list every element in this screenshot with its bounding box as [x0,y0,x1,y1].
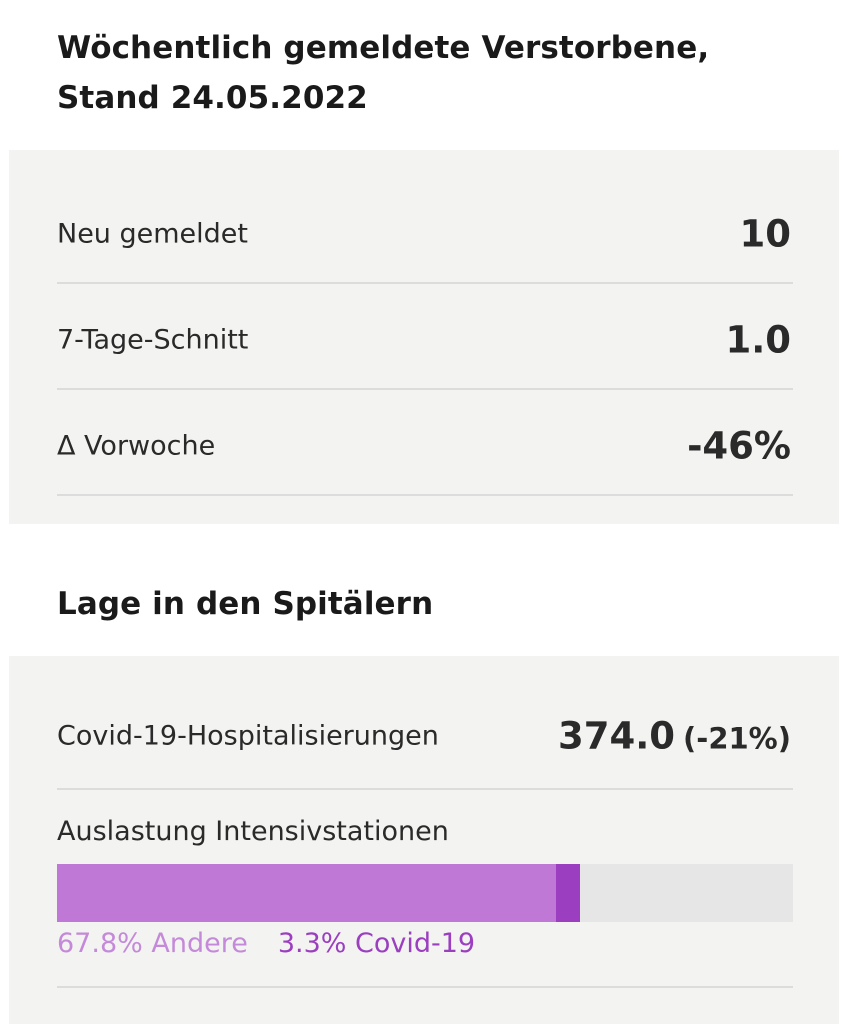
icu-legend-covid: 3.3% Covid-19 [277,928,476,959]
deaths-panel: Neu gemeldet 10 7-Tage-Schnitt 1.0 Δ Vor… [9,150,839,524]
hospital-title: Lage in den Spitälern [57,586,434,622]
stat-row-new-reported: Neu gemeldet 10 [57,178,793,284]
stat-label: Δ Vorwoche [57,430,216,462]
icu-bar-segment-other [57,864,556,922]
stat-row-week-change: Δ Vorwoche -46% [57,390,793,496]
stat-value: 10 [739,212,792,256]
icu-occupancy: Auslastung Intensivstationen 67.8% Ander… [57,790,793,988]
stat-row-hospitalizations: Covid-19-Hospitalisierungen 374.0 (-21%) [57,684,793,790]
deaths-title: Wöchentlich gemeldete Verstorbene, Stand… [57,30,710,116]
hospitalizations-value-group: 374.0 (-21%) [558,715,791,758]
stat-label: 7-Tage-Schnitt [57,324,249,356]
hospitalizations-label: Covid-19-Hospitalisierungen [57,720,439,752]
icu-legend: 67.8% Andere 3.3% Covid-19 [57,928,475,959]
stat-label: Neu gemeldet [57,218,249,250]
icu-label: Auslastung Intensivstationen [57,816,449,847]
icu-legend-other: 67.8% Andere [57,928,248,959]
hospitalizations-value: 374.0 [557,714,676,758]
hospital-panel: Covid-19-Hospitalisierungen 374.0 (-21%) … [9,656,839,1024]
stat-row-7day-average: 7-Tage-Schnitt 1.0 [57,284,793,390]
stat-value: -46% [687,424,791,468]
icu-bar-segment-covid [556,864,581,922]
icu-bar [57,864,793,922]
hospitalizations-change: (-21%) [683,721,791,756]
stat-value: 1.0 [725,318,791,362]
